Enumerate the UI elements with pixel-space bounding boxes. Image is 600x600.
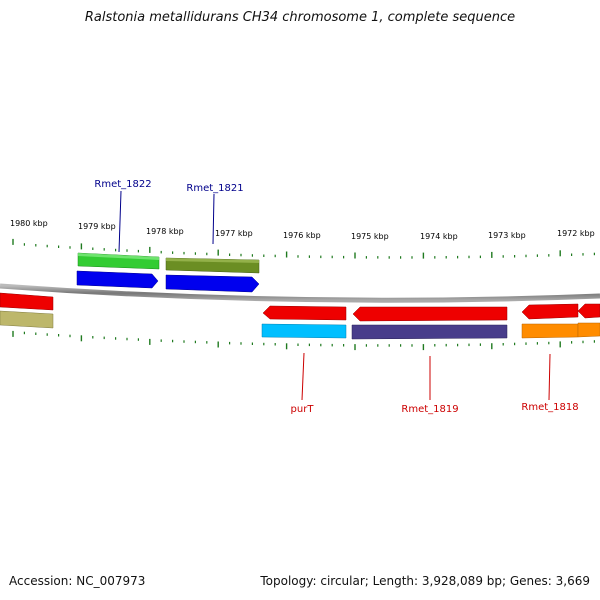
- gene-block-green-highlight: [78, 253, 159, 260]
- gene-block-orange-partial[interactable]: [577, 322, 600, 338]
- gene-block-left-partial-khaki[interactable]: [0, 310, 54, 329]
- gene-block-navy[interactable]: [351, 324, 508, 340]
- sequence-summary-text: Topology: circular; Length: 3,928,089 bp…: [260, 574, 590, 588]
- outer-tick-ring: [12, 238, 596, 259]
- leader-line-rmet-1821: [212, 193, 215, 245]
- tick-label: 1976 kbp: [283, 231, 321, 240]
- gene-arrow-rmet-1818[interactable]: [521, 303, 579, 320]
- tick-label: 1974 kbp: [420, 232, 458, 241]
- reverse-lane-outer: [261, 322, 600, 340]
- inner-tick-ring: [12, 330, 596, 351]
- tick-label: 1977 kbp: [215, 229, 253, 238]
- gene-label-rmet-1819[interactable]: Rmet_1819: [401, 404, 458, 415]
- gene-label-rmet-1822[interactable]: Rmet_1822: [94, 179, 151, 190]
- gene-label-purt[interactable]: purT: [291, 404, 315, 415]
- tick-label: 1978 kbp: [146, 227, 184, 236]
- chromosome-backbone: [0, 283, 600, 303]
- gene-label-rmet-1821[interactable]: Rmet_1821: [186, 183, 243, 194]
- gene-arrow-rmet-1821[interactable]: [165, 274, 260, 293]
- gene-labels: Rmet_1822 Rmet_1821 purT Rmet_1819 Rmet_…: [94, 179, 578, 415]
- gene-arrow-left-partial-red[interactable]: [0, 292, 54, 311]
- tick-label: 1980 kbp: [10, 219, 48, 228]
- forward-lane-outer: [77, 252, 260, 274]
- tick-label-group: 1980 kbp 1979 kbp 1978 kbp 1977 kbp 1976…: [10, 219, 595, 241]
- gene-arrow-rmet-1819[interactable]: [352, 306, 508, 322]
- gene-leader-lines: [118, 190, 551, 401]
- leader-line-rmet-1818: [548, 353, 551, 401]
- map-title: Ralstonia metallidurans CH34 chromosome …: [84, 10, 516, 25]
- tick-label: 1973 kbp: [488, 231, 526, 240]
- tick-label: 1979 kbp: [78, 222, 116, 231]
- leader-line-purt: [301, 352, 305, 401]
- forward-lane-inner: [76, 270, 260, 293]
- reverse-lane-inner: [262, 303, 600, 322]
- gene-arrow-right-partial[interactable]: [577, 303, 600, 319]
- tick-label: 1975 kbp: [351, 232, 389, 241]
- accession-text: Accession: NC_007973: [9, 574, 146, 588]
- gene-label-rmet-1818[interactable]: Rmet_1818: [521, 402, 578, 413]
- gene-arrow-rmet-1822[interactable]: [76, 270, 159, 289]
- leader-line-rmet-1822: [118, 190, 122, 253]
- left-partial-genes: [0, 292, 54, 329]
- gene-block-olive-highlight: [166, 258, 259, 263]
- tick-label: 1972 kbp: [557, 229, 595, 238]
- gene-arrow-purt[interactable]: [262, 305, 347, 321]
- gene-block-cyan[interactable]: [261, 323, 347, 339]
- gene-block-orange[interactable]: [521, 323, 579, 339]
